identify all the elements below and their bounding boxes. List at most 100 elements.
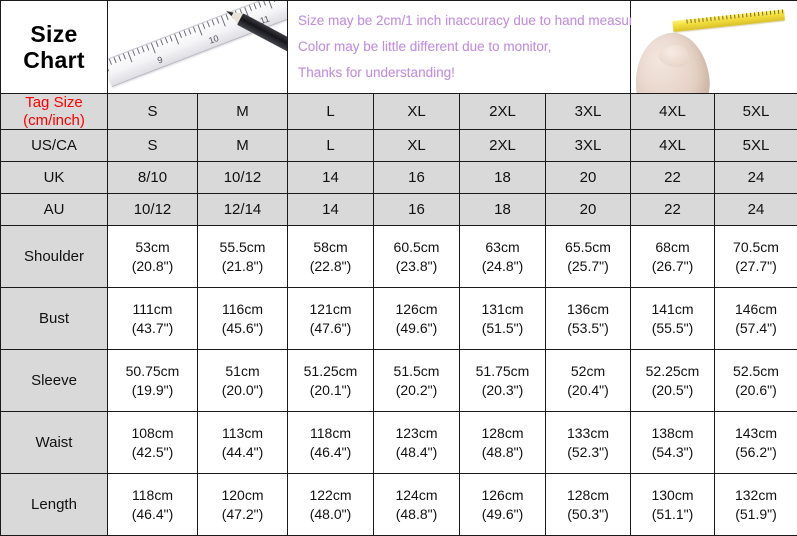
ruler-icon: 9 10 11 [108, 1, 287, 88]
measurement-cm: 124cm [395, 486, 438, 503]
measurement-cell: 126cm (49.6") [459, 473, 546, 536]
tape-tick [769, 10, 772, 15]
tape-tick [734, 14, 736, 19]
measurement-cell: 108cm (42.5") [107, 411, 198, 475]
measurement-cm: 133cm [566, 424, 610, 441]
ruler-tick [267, 1, 273, 9]
measurement-cell: 136cm (53.5") [545, 287, 631, 351]
hand-tape-illustration [631, 2, 797, 93]
measurement-cell: 55.5cm (21.8") [197, 225, 288, 289]
measurement-cm: 138cm [651, 424, 694, 441]
ruler-tick [262, 1, 266, 6]
tape-tick [702, 17, 704, 22]
measurement-row: Sleeve 50.75cm (19.9") 51cm (20.0") 51.25cm (2… [0, 349, 797, 413]
size-cell: 10/12 [107, 193, 198, 227]
size-cell: 14 [287, 193, 374, 227]
measurement-cm: 118cm [132, 486, 173, 503]
measurement-inch: (51.5") [481, 319, 524, 336]
measurement-cell: 130cm (51.1") [630, 473, 715, 536]
measurement-cm: 70.5cm [733, 238, 779, 255]
measurement-inch: (48.8") [395, 505, 438, 522]
size-designation-row: US/CA S M L XL 2XL 3XL 4XL 5XL [0, 129, 797, 163]
ruler-tick [132, 49, 136, 56]
ruler-tick [188, 28, 192, 35]
measurement-inch: (47.2") [221, 505, 264, 522]
measurement-inch: (46.4") [309, 443, 352, 460]
tape-tick [757, 11, 760, 17]
size-cell: 22 [630, 161, 715, 195]
ruler-tick [146, 44, 150, 51]
measurement-cell: 120cm (47.2") [197, 473, 288, 536]
ruler-tick [141, 46, 145, 53]
measurement-cell: 111cm (43.7") [107, 287, 198, 351]
row-label-line2: (cm/inch) [23, 111, 85, 129]
measurement-cell: 132cm (51.9") [714, 473, 797, 536]
ruler-tick [164, 37, 168, 44]
measurement-cm: 118cm [310, 424, 351, 441]
row-label-line1: US/CA [31, 137, 77, 155]
hand-icon [631, 29, 714, 93]
tape-tick [738, 14, 740, 19]
measurement-cm: 108cm [131, 424, 174, 441]
measurement-cell: 51.5cm (20.2") [373, 349, 460, 413]
row-label-line1: Tag Size [25, 94, 83, 111]
size-cell: L [287, 92, 374, 131]
size-cell: 14 [287, 161, 374, 195]
measurement-cm: 120cm [221, 486, 264, 503]
size-cell: M [197, 92, 288, 131]
measurement-cell: 128cm (50.3") [545, 473, 631, 536]
measurement-cm: 52cm [570, 362, 606, 379]
measurement-inch: (55.5") [651, 319, 694, 336]
measurement-cm: 55.5cm [219, 238, 266, 255]
measurement-inch: (51.1") [651, 505, 694, 522]
size-cell: 12/14 [197, 193, 288, 227]
size-cell: XL [373, 92, 460, 131]
size-designation-row: UK 8/10 10/12 14 16 18 20 22 24 [0, 161, 797, 195]
measurement-inch: (52.3") [567, 443, 609, 460]
measurement-inch: (20.0") [221, 381, 264, 398]
size-designation-row: Tag Size (cm/inch) S M L XL 2XL 3XL 4XL 5XL [0, 92, 797, 131]
size-cell: XL [373, 129, 460, 163]
measurement-cell: 146cm (57.4") [714, 287, 797, 351]
ruler-tick [174, 33, 180, 45]
measurement-inch: (45.6") [221, 319, 264, 336]
measurement-cell: 63cm (24.8") [459, 225, 546, 289]
measurement-cm: 131cm [481, 300, 524, 317]
tape-tick [706, 17, 708, 22]
measurement-cell: 141cm (55.5") [630, 287, 715, 351]
measurement-inch: (48.4") [395, 443, 438, 460]
measurement-cm: 130cm [651, 486, 694, 503]
measurement-cm: 141cm [651, 300, 694, 317]
measurement-inch: (23.8") [395, 257, 438, 274]
ruler-tick [253, 3, 257, 10]
measurement-cm: 51.75cm [475, 362, 530, 379]
size-cell: 20 [545, 161, 631, 195]
measurement-cell: 131cm (51.5") [459, 287, 546, 351]
measurement-row: Shoulder 53cm (20.8") 55.5cm (21.8") 58cm (22.… [0, 225, 797, 289]
measurement-cm: 51cm [225, 362, 260, 379]
size-cell: S [107, 129, 198, 163]
measurement-cm: 128cm [481, 424, 524, 441]
size-cell: 8/10 [107, 161, 198, 195]
measurement-cell: 123cm (48.4") [373, 411, 460, 475]
tape-tick [718, 16, 720, 21]
ruler-tick [155, 41, 159, 47]
measurement-cell: 52cm (20.4") [545, 349, 631, 413]
measurement-label-length: Length [0, 473, 108, 536]
measurement-inch: (20.1") [309, 381, 352, 398]
measurement-cell: 58cm (22.8") [287, 225, 374, 289]
tape-measure-icon [672, 9, 785, 32]
tape-tick [742, 13, 744, 18]
measurement-cell: 122cm (48.0") [287, 473, 374, 536]
ruler-tick [127, 51, 133, 63]
size-designation-row: AU 10/12 12/14 14 16 18 20 22 24 [0, 193, 797, 227]
ruler-tick [211, 19, 215, 26]
measurement-cell: 128cm (48.8") [459, 411, 546, 475]
ruler-tick [108, 58, 112, 65]
size-cell: 2XL [459, 92, 546, 131]
measurement-inch: (25.7") [567, 257, 609, 274]
ruler-tick [178, 32, 182, 39]
tape-tick [686, 19, 688, 24]
measurement-inch: (48.8") [481, 443, 524, 460]
